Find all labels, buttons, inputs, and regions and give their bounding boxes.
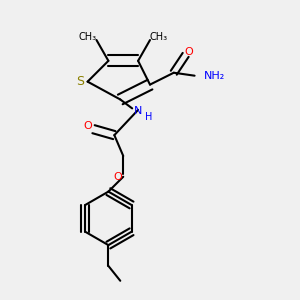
Text: H: H <box>145 112 152 122</box>
Text: N: N <box>134 106 142 116</box>
Text: CH₃: CH₃ <box>79 32 97 42</box>
Text: O: O <box>113 172 122 182</box>
Text: NH₂: NH₂ <box>203 71 225 81</box>
Text: CH₃: CH₃ <box>150 32 168 42</box>
Text: O: O <box>184 47 193 57</box>
Text: O: O <box>83 121 92 131</box>
Text: S: S <box>76 75 84 88</box>
